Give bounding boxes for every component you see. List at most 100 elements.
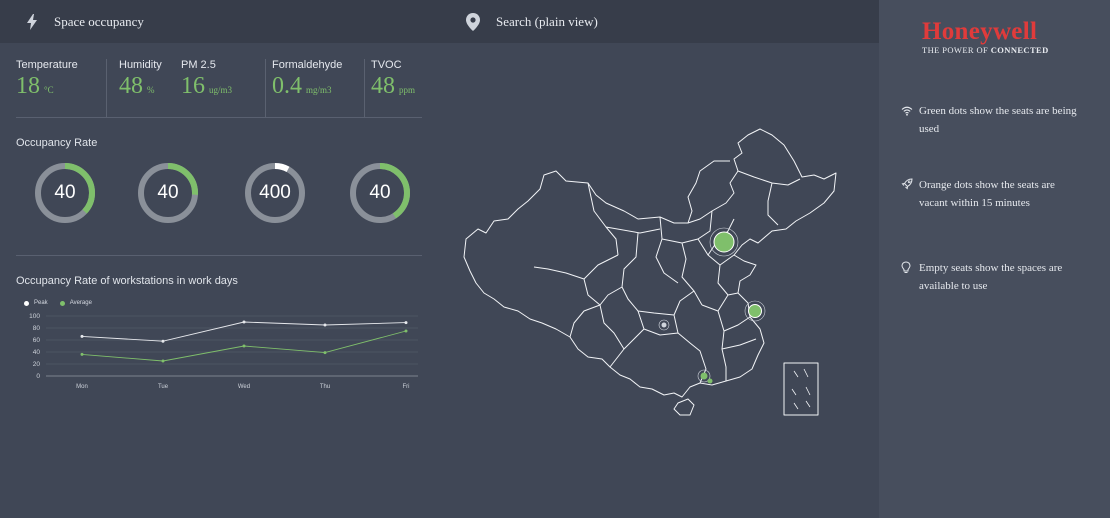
occupied-marker-beijing[interactable] [713, 231, 735, 253]
reading-humidity: Humidity 48% [106, 59, 181, 117]
y-tick-label: 60 [33, 337, 41, 344]
marker-ring [658, 319, 670, 331]
south-sea-inset [783, 362, 819, 416]
map-panel: Search (plain view) [438, 0, 879, 518]
series-line-peak [81, 321, 407, 342]
tagline-prefix: THE POWER OF [922, 45, 989, 55]
lightning-icon [27, 13, 37, 30]
marker-ring [697, 369, 711, 383]
reading-value: 48 [119, 73, 143, 99]
panel-title: Space occupancy [54, 13, 144, 29]
x-tick-label: Fri [403, 384, 410, 390]
y-tick-label: 80 [33, 325, 41, 332]
occupancy-donut: 40 [348, 161, 412, 225]
environment-readings: Temperature 18 °C Humidity 48% PM 2.5 16 u… [0, 43, 438, 117]
space-occupancy-panel: Space occupancy Temperature 18 °C Humidit… [0, 0, 438, 518]
reading-unit: % [147, 85, 155, 95]
legend-label: Peak [34, 300, 48, 306]
donut-value: 40 [369, 182, 391, 203]
data-point-peak [242, 320, 246, 324]
search-label[interactable]: Search (plain view) [496, 13, 598, 29]
x-tick-label: Tue [158, 384, 169, 390]
donut-value: 40 [157, 182, 179, 203]
data-point-peak [323, 323, 327, 327]
data-point-average [80, 352, 84, 356]
tagline-bold: CONNECTED [990, 45, 1049, 55]
data-point-peak [404, 321, 408, 325]
note-text: Orange dots show the seats are vacant wi… [919, 179, 1055, 209]
reading-temperature: Temperature 18 °C [16, 59, 106, 117]
reading-unit: ug/m3 [209, 85, 233, 95]
divider [16, 255, 422, 256]
x-tick-label: Mon [76, 384, 88, 390]
space-occupancy-header: Space occupancy [0, 0, 438, 43]
map-search-bar[interactable]: Search (plain view) [438, 0, 879, 43]
note-text: Empty seats show the spaces are availabl… [919, 262, 1063, 292]
reading-value: 0.4 [272, 73, 302, 99]
legend-dot [24, 300, 29, 306]
workdays-chart-title: Occupancy Rate of workstations in work d… [16, 275, 238, 287]
honeywell-logo: Honeywell THE POWER OF CONNECTED [922, 18, 1049, 55]
marker-ring [744, 300, 766, 322]
map-outline [463, 128, 837, 398]
reading-unit: °C [44, 85, 54, 95]
y-tick-label: 100 [29, 313, 40, 320]
data-point-average [161, 359, 165, 363]
reading-pm25: PM 2.5 16 ug/m3 [181, 59, 265, 117]
data-point-average [404, 329, 408, 333]
reading-value: 16 [181, 73, 205, 99]
reading-label: PM 2.5 [181, 59, 216, 71]
seat-marker-chengdu[interactable] [661, 322, 667, 328]
y-tick-label: 0 [36, 373, 40, 380]
rocket-icon [901, 178, 913, 190]
legend-panel: Honeywell THE POWER OF CONNECTED Green d… [879, 0, 1110, 518]
x-tick-label: Thu [320, 384, 330, 390]
legend-peak[interactable]: Peak [24, 300, 48, 306]
occupancy-donut: 400 [243, 161, 307, 225]
data-point-average [242, 344, 246, 348]
workdays-line-chart: 100 80 60 40 20 0 Mon Tue Wed Thu Fri [29, 313, 418, 390]
brand-tagline: THE POWER OF CONNECTED [922, 45, 1049, 55]
reading-value: 18 [16, 73, 40, 99]
legend-note-empty: Empty seats show the spaces are availabl… [901, 259, 1084, 295]
hainan-island [673, 398, 695, 416]
occupancy-donut: 40 [33, 161, 97, 225]
donut-value: 400 [259, 182, 291, 203]
legend-average[interactable]: Average [59, 300, 92, 306]
data-point-average [323, 351, 327, 355]
legend-label: Average [69, 300, 92, 306]
reading-label: Formaldehyde [272, 59, 343, 71]
chart-legend: Peak Average [24, 300, 104, 306]
occupied-marker-guangzhou[interactable] [700, 372, 708, 380]
china-map[interactable] [438, 43, 879, 518]
reading-label: Humidity [119, 59, 162, 71]
occupied-marker-shanghai[interactable] [748, 304, 762, 318]
reading-label: TVOC [371, 59, 402, 71]
legend-note-green: Green dots show the seats are being used [901, 102, 1084, 138]
reading-value: 48 [371, 73, 395, 99]
data-point-peak [161, 339, 165, 343]
data-point-peak [80, 334, 84, 338]
wifi-icon [901, 106, 913, 116]
divider [16, 117, 422, 118]
y-tick-label: 20 [33, 361, 41, 368]
reading-label: Temperature [16, 59, 78, 71]
x-tick-label: Wed [238, 384, 250, 390]
occupancy-rate-title: Occupancy Rate [16, 137, 98, 149]
reading-unit: ppm [399, 85, 416, 95]
donut-value: 40 [54, 182, 76, 203]
y-tick-label: 40 [33, 349, 41, 356]
marker-ring [709, 227, 739, 257]
occupied-marker-shenzhen[interactable] [707, 378, 713, 384]
note-text: Green dots show the seats are being used [919, 105, 1077, 135]
location-pin-icon [466, 12, 480, 31]
lightbulb-icon [901, 261, 911, 273]
reading-formaldehyde: Formaldehyde 0.4 mg/m3 [265, 59, 364, 117]
province-lines [533, 160, 801, 384]
occupancy-donut: 40 [136, 161, 200, 225]
brand-name: Honeywell [922, 18, 1038, 45]
reading-tvoc: TVOC 48 ppm [364, 59, 434, 117]
legend-dot [59, 300, 65, 306]
legend-note-orange: Orange dots show the seats are vacant wi… [901, 176, 1084, 212]
